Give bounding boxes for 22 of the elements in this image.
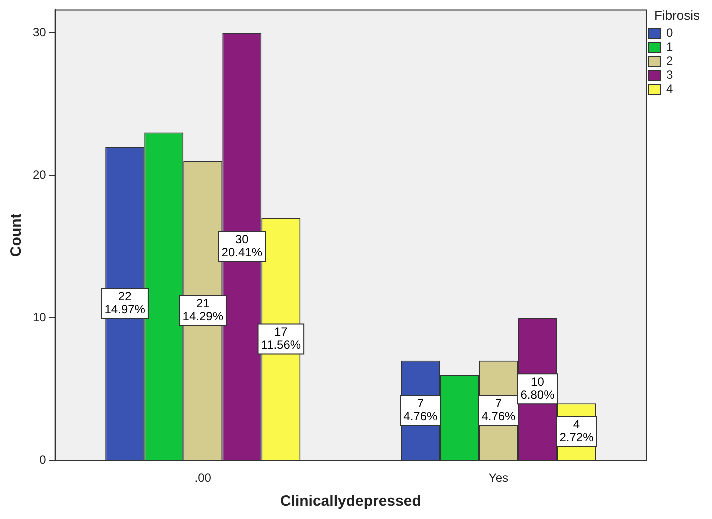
y-tick-label: 0 — [40, 452, 47, 467]
legend-label: 1 — [666, 40, 674, 54]
legend-title: Fibrosis — [654, 8, 700, 24]
data-label: 4 2.72% — [560, 418, 594, 445]
data-label: 17 11.56% — [261, 325, 302, 352]
data-label: 10 6.80% — [520, 374, 556, 402]
x-tick-label: Yes — [488, 471, 508, 486]
legend-label: 2 — [666, 54, 674, 68]
legend-label: 4 — [666, 82, 674, 96]
data-label: 7 4.76% — [482, 396, 516, 424]
legend-label: 0 — [666, 26, 674, 40]
data-label: 30 20.41% — [222, 232, 263, 260]
y-axis-title: Count — [8, 214, 26, 258]
x-axis-title: Clinicallydepressed — [280, 493, 422, 510]
data-label: 21 14.29% — [182, 296, 224, 324]
y-tick-label: 30 — [32, 25, 47, 40]
legend-label: 3 — [666, 68, 674, 82]
y-tick-label: 20 — [32, 168, 47, 182]
x-tick-label: .00 — [194, 471, 212, 486]
y-tick-label: 10 — [32, 310, 47, 324]
data-label: 7 4.76% — [404, 396, 438, 424]
data-label: 22 14.97% — [104, 289, 146, 316]
